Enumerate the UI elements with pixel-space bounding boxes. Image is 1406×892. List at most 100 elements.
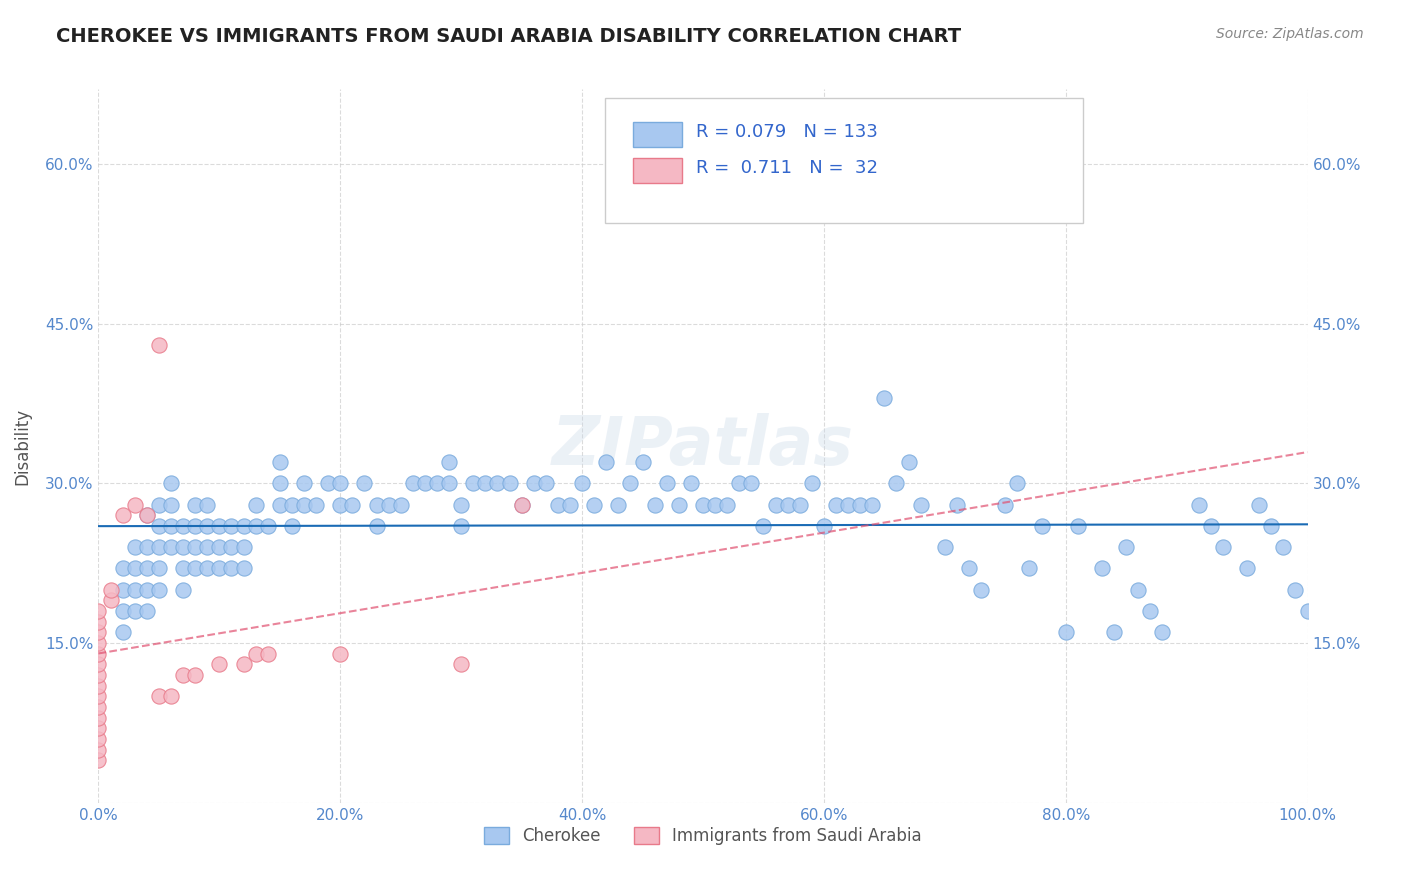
Point — [1249, 498, 1271, 512]
Y-axis label: Disability: Disability — [13, 408, 31, 484]
Point — [849, 498, 872, 512]
Point — [100, 593, 122, 607]
Point — [583, 498, 606, 512]
Point — [1102, 625, 1125, 640]
Point — [679, 476, 702, 491]
Point — [789, 498, 811, 512]
Point — [172, 668, 194, 682]
Point — [135, 508, 157, 523]
Point — [474, 476, 496, 491]
Point — [232, 657, 254, 672]
Point — [111, 604, 134, 618]
Point — [232, 540, 254, 554]
Point — [329, 647, 352, 661]
Point — [619, 476, 641, 491]
Point — [402, 476, 425, 491]
Point — [716, 498, 738, 512]
Point — [135, 508, 157, 523]
Text: Source: ZipAtlas.com: Source: ZipAtlas.com — [1216, 27, 1364, 41]
Point — [135, 561, 157, 575]
Point — [269, 476, 291, 491]
Point — [135, 604, 157, 618]
Point — [195, 540, 218, 554]
Point — [1296, 604, 1319, 618]
Point — [87, 753, 110, 767]
Point — [607, 498, 630, 512]
Point — [886, 476, 908, 491]
Point — [87, 668, 110, 682]
Point — [1188, 498, 1211, 512]
Point — [281, 519, 304, 533]
Point — [558, 498, 581, 512]
Text: CHEROKEE VS IMMIGRANTS FROM SAUDI ARABIA DISABILITY CORRELATION CHART: CHEROKEE VS IMMIGRANTS FROM SAUDI ARABIA… — [56, 27, 962, 45]
Point — [1152, 625, 1174, 640]
Point — [160, 476, 183, 491]
Point — [87, 625, 110, 640]
Point — [486, 476, 509, 491]
Point — [87, 679, 110, 693]
Point — [172, 519, 194, 533]
Point — [644, 498, 666, 512]
Point — [1091, 561, 1114, 575]
Point — [752, 519, 775, 533]
Point — [184, 519, 207, 533]
Point — [800, 476, 823, 491]
Point — [184, 668, 207, 682]
Point — [329, 476, 352, 491]
Point — [305, 498, 328, 512]
Point — [87, 731, 110, 746]
Text: ZIPatlas: ZIPatlas — [553, 413, 853, 479]
Point — [148, 540, 170, 554]
Point — [148, 519, 170, 533]
Point — [160, 519, 183, 533]
Point — [547, 498, 569, 512]
Point — [873, 391, 896, 405]
Point — [111, 625, 134, 640]
Point — [450, 519, 472, 533]
Point — [195, 519, 218, 533]
Point — [245, 647, 267, 661]
Point — [256, 647, 278, 661]
Point — [353, 476, 375, 491]
Point — [1212, 540, 1234, 554]
Point — [813, 519, 835, 533]
Point — [87, 636, 110, 650]
Point — [1284, 582, 1306, 597]
Point — [692, 498, 714, 512]
Point — [668, 498, 690, 512]
Point — [111, 508, 134, 523]
Point — [740, 476, 762, 491]
Point — [389, 498, 412, 512]
Point — [994, 498, 1017, 512]
Point — [934, 540, 956, 554]
Point — [256, 519, 278, 533]
Point — [860, 498, 883, 512]
Point — [413, 476, 436, 491]
Point — [765, 498, 787, 512]
Point — [160, 498, 183, 512]
Point — [172, 582, 194, 597]
Point — [87, 721, 110, 735]
Point — [184, 540, 207, 554]
Point — [208, 561, 231, 575]
Point — [87, 604, 110, 618]
Point — [87, 647, 110, 661]
Point — [208, 657, 231, 672]
Point — [160, 540, 183, 554]
Point — [87, 690, 110, 704]
Point — [498, 476, 520, 491]
Point — [1018, 561, 1040, 575]
Point — [728, 476, 751, 491]
Point — [87, 742, 110, 756]
Point — [135, 582, 157, 597]
Point — [87, 615, 110, 629]
Point — [160, 690, 183, 704]
Point — [426, 476, 449, 491]
Point — [1007, 476, 1029, 491]
Point — [148, 338, 170, 352]
Point — [148, 561, 170, 575]
Text: R =  0.711   N =  32: R = 0.711 N = 32 — [696, 159, 877, 177]
Point — [366, 498, 388, 512]
Point — [281, 498, 304, 512]
Point — [342, 498, 364, 512]
